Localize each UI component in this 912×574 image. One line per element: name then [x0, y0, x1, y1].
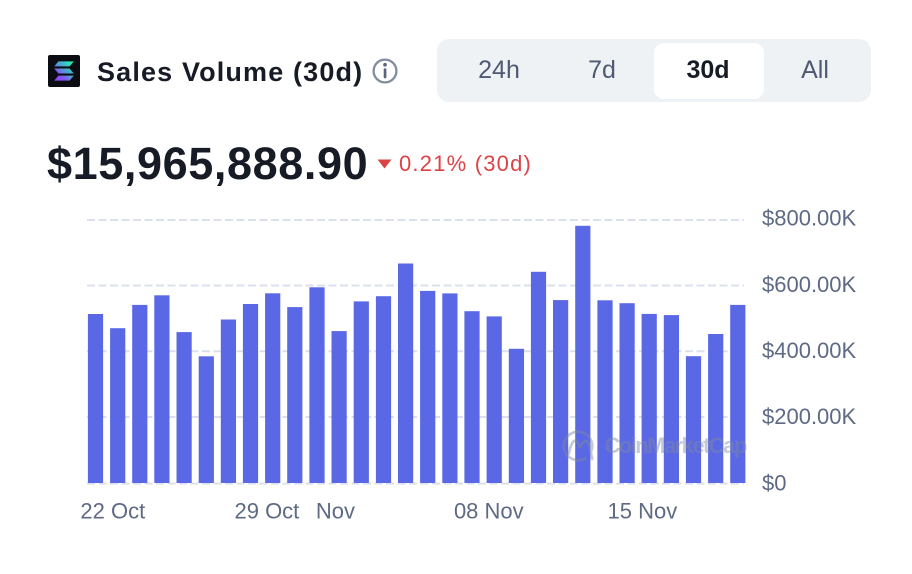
svg-text:08 Nov: 08 Nov — [454, 499, 524, 524]
svg-text:29 Oct: 29 Oct — [234, 499, 299, 524]
svg-text:CoinMarketCap: CoinMarketCap — [605, 433, 747, 458]
svg-text:22 Oct: 22 Oct — [80, 499, 145, 524]
svg-text:$600.00K: $600.00K — [762, 272, 857, 297]
svg-text:15 Nov: 15 Nov — [608, 499, 678, 524]
svg-text:Nov: Nov — [316, 499, 355, 524]
svg-text:$200.00K: $200.00K — [762, 404, 857, 429]
svg-text:$0: $0 — [762, 470, 786, 495]
svg-text:$400.00K: $400.00K — [762, 338, 857, 363]
svg-text:$800.00K: $800.00K — [762, 206, 857, 231]
